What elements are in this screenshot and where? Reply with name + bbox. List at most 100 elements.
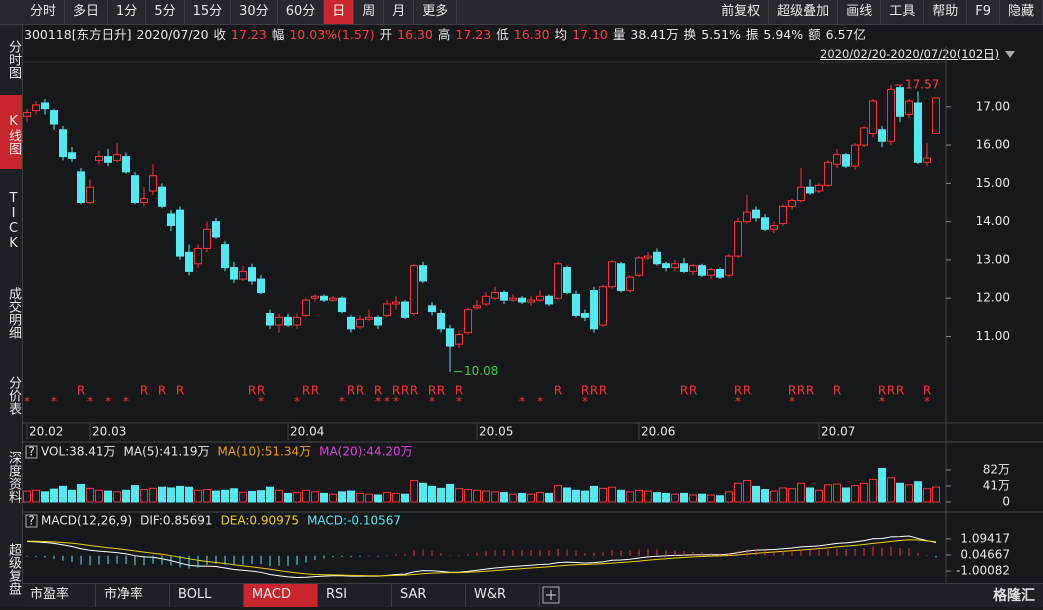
volume-bar [302,489,310,503]
volume-bar [536,492,544,503]
candle-body [392,301,400,305]
y-tick-label: 11.00 [976,329,1010,343]
volume-bar [293,492,301,503]
volume-bar [896,482,904,503]
signal-mark: R [788,384,796,398]
volume-bar [932,486,940,503]
bottom-tab[interactable]: W&R [466,584,540,607]
volume-bar [203,489,211,503]
toolbar-button[interactable]: 1分 [108,0,147,24]
toolbar-button[interactable]: 月 [384,0,415,24]
side-tab[interactable]: 超级复盘 [6,543,21,595]
candle-body [473,305,481,309]
legend-entry: MA(20):44.20万 [319,445,413,459]
toolbar-button[interactable]: 日 [324,0,355,24]
candle-body [374,316,382,326]
field-value: 10.03%(1.57) [289,27,375,42]
side-tab[interactable]: TICK [6,191,21,251]
toolbar-button[interactable]: 超级叠加 [769,0,839,24]
side-tab[interactable]: 成交明细 [6,287,21,339]
volume-bar [131,485,139,503]
field-value: 17.23 [231,27,267,42]
toolbar-button[interactable]: F9 [967,0,1000,24]
candle-body [626,276,634,292]
toolbar-button[interactable]: 隐藏 [1000,0,1043,24]
volume-bar [473,489,481,503]
toolbar-button[interactable]: 帮助 [924,0,968,24]
volume-bar [680,492,688,503]
x-tick-label: 20.02 [29,425,63,439]
legend-entry: MA(10):51.34万 [218,445,312,459]
toolbar-left: 分时 多日 1分 5分 15分 30分 60分日周月更多 [0,0,458,24]
y-tick-label: 16.00 [976,138,1010,152]
y-tick-label: 41万 [983,479,1010,493]
signal-mark: * [51,395,57,409]
bottom-tab[interactable]: 市净率 [96,584,170,607]
candle-body [491,291,499,299]
toolbar-button[interactable]: 前复权 [713,0,770,24]
signal-mark: * [519,395,525,409]
volume-bar [158,486,166,503]
candle-body [347,316,355,330]
toolbar-button[interactable]: 更多 [414,0,458,24]
candle-body [482,295,490,305]
volume-bar [509,493,517,503]
bottom-tab[interactable]: BOLL [170,584,244,607]
bottom-tab[interactable]: 市盈率 [22,584,96,607]
signal-mark: * [924,395,930,409]
side-tab[interactable]: K线图 [0,95,22,169]
toolbar-button[interactable]: 30分 [231,0,278,24]
signal-mark: R [311,384,319,398]
signal-mark: R [878,384,886,398]
candle-body [257,278,265,293]
volume-bar [653,492,661,503]
bottom-tab[interactable]: RSI [318,584,392,607]
volume-bar [419,482,427,503]
signal-mark: R [689,384,697,398]
toolbar-button[interactable]: 分时 [22,0,66,24]
field-value: 17.23 [455,27,492,42]
range-arrow[interactable] [1005,51,1015,58]
toolbar-button[interactable]: 15分 [185,0,232,24]
toolbar-button[interactable]: 工具 [881,0,925,24]
candle-body [536,295,544,301]
volume-bar [410,480,418,503]
bottom-tab[interactable]: MACD [244,584,318,607]
add-tab[interactable] [540,584,562,607]
signal-mark: * [123,395,129,409]
candle-body [824,161,832,186]
volume-bar [104,490,112,503]
candle-body [32,104,40,112]
candle-body [788,200,796,207]
signal-mark: * [258,395,264,409]
volume-bar [311,491,319,503]
side-tab[interactable]: 分价表 [6,375,21,415]
toolbar-button[interactable]: 画线 [838,0,882,24]
signal-mark: * [384,395,390,409]
toolbar-button[interactable]: 60分 [278,0,325,24]
volume-bar [923,488,931,503]
candle-body [581,313,589,318]
volume-bar [689,494,697,503]
signal-mark: R [581,384,589,398]
volume-bar [248,490,256,503]
volume-bar [482,490,490,503]
toolbar-button[interactable]: 多日 [65,0,109,24]
toolbar-button[interactable]: 周 [354,0,385,24]
volume-bar [770,490,778,503]
bottom-tab[interactable]: SAR [392,584,466,607]
candle-body [23,112,31,117]
volume-bar [905,484,913,503]
side-tab[interactable]: 深度资料 [6,451,21,503]
y-tick-label: 82万 [983,463,1010,477]
range-label[interactable]: 2020/02/20-2020/07/20(102日) [820,47,1000,61]
candle-body [419,265,427,282]
stock-code: 300118[东方日升] [24,27,132,42]
side-tab[interactable]: 分时图 [6,39,21,79]
volume-bar [500,492,508,503]
candle-body [446,328,454,347]
volume-bar [284,492,292,503]
toolbar-button[interactable]: 5分 [146,0,185,24]
volume-bar [869,478,877,503]
